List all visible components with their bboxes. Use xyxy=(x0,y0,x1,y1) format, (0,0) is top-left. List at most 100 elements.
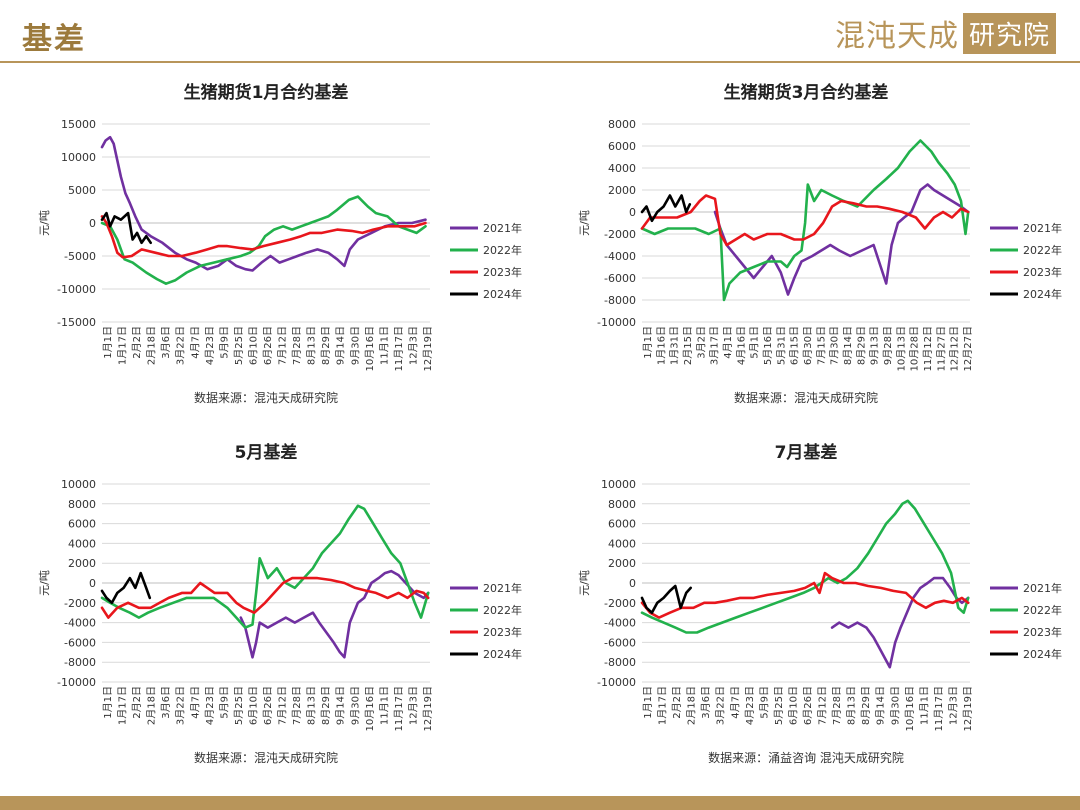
x-tick-label: 2月18日 xyxy=(146,326,158,365)
y-tick-label: -15000 xyxy=(57,316,96,329)
x-tick-label: 5月9日 xyxy=(218,686,230,719)
y-tick-label: -10000 xyxy=(57,676,96,689)
x-tick-label: 12月19日 xyxy=(962,686,974,731)
y-tick-label: 8000 xyxy=(608,498,636,511)
x-tick-label: 8月29日 xyxy=(855,326,867,365)
x-tick-label: 3月22日 xyxy=(175,326,187,365)
legend-label: 2022年 xyxy=(483,243,522,257)
y-tick-label: -4000 xyxy=(64,617,96,630)
x-tick-label: 3月6日 xyxy=(160,326,172,359)
x-tick-label: 11月27日 xyxy=(935,326,947,371)
x-tick-label: 10月16日 xyxy=(364,326,376,371)
source-note: 数据来源：涌益咨询 混沌天成研究院 xyxy=(708,750,904,765)
x-tick-label: 2月2日 xyxy=(131,686,143,719)
x-tick-label: 5月25日 xyxy=(233,326,245,365)
x-tick-label: 4月23日 xyxy=(744,686,756,725)
x-tick-label: 6月10日 xyxy=(247,326,259,365)
x-tick-label: 9月14日 xyxy=(875,686,887,725)
series-line-2023年 xyxy=(640,194,970,247)
x-tick-label: 10月28日 xyxy=(909,326,921,371)
x-tick-label: 5月16日 xyxy=(762,326,774,365)
x-tick-label: 6月10日 xyxy=(247,686,259,725)
y-tick-label: 8000 xyxy=(608,118,636,131)
legend-label: 2021年 xyxy=(483,581,522,595)
y-axis-label: 元/吨 xyxy=(38,570,51,596)
x-tick-label: 8月29日 xyxy=(860,686,872,725)
x-tick-label: 11月17日 xyxy=(393,326,405,371)
x-tick-label: 9月30日 xyxy=(349,326,361,365)
x-tick-label: 2月2日 xyxy=(671,686,683,719)
series-line-2022年 xyxy=(100,195,427,285)
y-tick-label: -5000 xyxy=(64,250,96,263)
legend-label: 2022年 xyxy=(1023,603,1062,617)
x-tick-label: 2月18日 xyxy=(686,686,698,725)
legend-label: 2024年 xyxy=(1023,647,1062,661)
x-tick-label: 10月16日 xyxy=(364,686,376,731)
y-tick-label: -6000 xyxy=(64,636,96,649)
x-tick-label: 3月6日 xyxy=(700,686,712,719)
y-axis-label: 元/吨 xyxy=(578,210,591,236)
y-tick-label: -2000 xyxy=(604,228,636,241)
legend-label: 2022年 xyxy=(483,603,522,617)
x-tick-label: 9月13日 xyxy=(869,326,881,365)
x-tick-label: 3月6日 xyxy=(160,686,172,719)
y-tick-label: 6000 xyxy=(608,140,636,153)
legend-label: 2021年 xyxy=(1023,581,1062,595)
x-tick-label: 12月27日 xyxy=(962,326,974,371)
series-line-2024年 xyxy=(640,584,692,614)
y-axis-label: 元/吨 xyxy=(38,210,51,236)
x-tick-label: 7月28日 xyxy=(291,326,303,365)
chart-panel-may: 5月基差 10000 8000 6000 4000 2000 0 -2000 -4000 -600… xyxy=(0,428,540,798)
chart-title: 生猪期货1月合约基差 xyxy=(184,82,349,103)
x-tick-label: 3月22日 xyxy=(715,686,727,725)
y-tick-label: 2000 xyxy=(608,184,636,197)
chart-jul-svg: 7月基差 10000 8000 6000 4000 2000 0 -2000 -4000 -600… xyxy=(578,442,1062,765)
y-tick-label: 2000 xyxy=(68,557,96,570)
header-divider xyxy=(0,61,1080,63)
legend-label: 2022年 xyxy=(1023,243,1062,257)
chart-title: 5月基差 xyxy=(235,442,298,463)
y-tick-label: -8000 xyxy=(604,656,636,669)
y-tick-label: 15000 xyxy=(61,118,96,131)
x-tick-label: 1月1日 xyxy=(642,326,654,359)
x-tick-label: 9月30日 xyxy=(349,686,361,725)
x-tick-label: 8月13日 xyxy=(306,686,318,725)
series-line-2024年 xyxy=(100,571,152,605)
series-line-2022年 xyxy=(640,139,970,302)
y-tick-label: 8000 xyxy=(68,498,96,511)
chart-may-svg: 5月基差 10000 8000 6000 4000 2000 0 -2000 -4000 -600… xyxy=(38,442,522,765)
brand-box: 研究院 xyxy=(962,12,1056,54)
footer-bar xyxy=(0,796,1080,810)
y-tick-label: -8000 xyxy=(604,294,636,307)
x-tick-label: 8月29日 xyxy=(320,686,332,725)
y-tick-label: 10000 xyxy=(61,478,96,491)
x-tick-label: 11月17日 xyxy=(933,686,945,731)
x-tick-label: 5月25日 xyxy=(233,686,245,725)
y-tick-label: -4000 xyxy=(604,250,636,263)
x-tick-label: 3月2日 xyxy=(695,326,707,359)
x-tick-label: 1月1日 xyxy=(102,686,114,719)
x-tick-label: 7月28日 xyxy=(291,686,303,725)
series-line-2022年 xyxy=(640,499,970,634)
y-tick-label: -10000 xyxy=(597,676,636,689)
x-tick-label: 6月15日 xyxy=(789,326,801,365)
x-tick-label: 8月29日 xyxy=(320,326,332,365)
series-line-2021年 xyxy=(239,569,430,659)
x-tick-label: 6月30日 xyxy=(802,326,814,365)
y-tick-label: 10000 xyxy=(61,151,96,164)
x-tick-label: 1月1日 xyxy=(642,686,654,719)
y-tick-label: 0 xyxy=(629,577,636,590)
x-tick-label: 7月28日 xyxy=(831,686,843,725)
x-tick-label: 12月3日 xyxy=(407,326,419,365)
y-tick-label: 0 xyxy=(89,217,96,230)
x-tick-label: 8月13日 xyxy=(306,326,318,365)
x-tick-label: 2月2日 xyxy=(131,326,143,359)
legend-label: 2024年 xyxy=(483,647,522,661)
x-tick-label: 5月9日 xyxy=(218,326,230,359)
series-line-2023年 xyxy=(100,576,430,619)
x-tick-label: 11月1日 xyxy=(378,326,390,365)
y-tick-label: 4000 xyxy=(68,537,96,550)
x-tick-label: 6月10日 xyxy=(787,686,799,725)
x-tick-label: 1月17日 xyxy=(657,686,669,725)
y-tick-label: -2000 xyxy=(604,597,636,610)
